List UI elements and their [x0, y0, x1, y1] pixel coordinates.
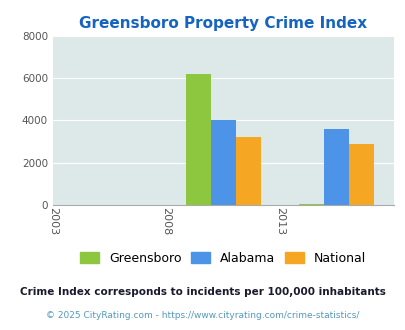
Bar	[349, 144, 373, 205]
Bar	[210, 120, 235, 205]
Legend: Greensboro, Alabama, National: Greensboro, Alabama, National	[76, 248, 369, 268]
Bar	[185, 74, 210, 205]
Bar	[299, 204, 324, 205]
Text: Crime Index corresponds to incidents per 100,000 inhabitants: Crime Index corresponds to incidents per…	[20, 287, 385, 297]
Bar	[235, 137, 260, 205]
Text: © 2025 CityRating.com - https://www.cityrating.com/crime-statistics/: © 2025 CityRating.com - https://www.city…	[46, 311, 359, 320]
Title: Greensboro Property Crime Index: Greensboro Property Crime Index	[79, 16, 367, 31]
Bar	[324, 129, 349, 205]
